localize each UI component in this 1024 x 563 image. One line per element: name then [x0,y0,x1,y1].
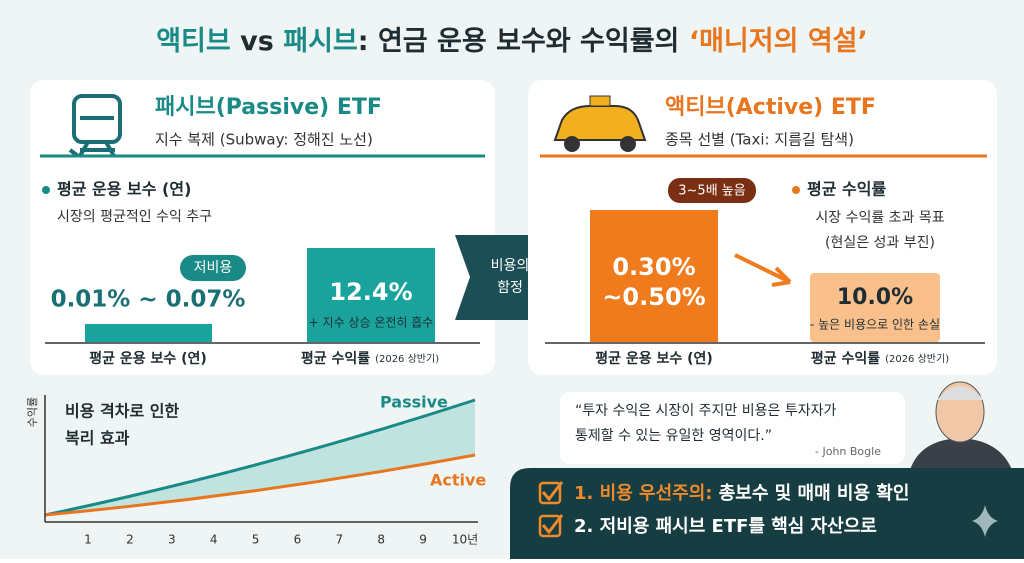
quote-bubble [560,392,905,464]
label-part: (2026 상반기) [885,353,949,365]
bullet [792,186,800,194]
x-ticks: 1 2 3 4 5 6 7 8 9 10년 [84,533,478,547]
title-part: 패시브 [283,26,358,57]
subway-icon [68,94,122,158]
title-part: vs [240,26,274,57]
fee-block [85,324,212,342]
taxi-icon [553,95,647,152]
checkmark [541,514,564,535]
return-value: 10.0% [837,285,913,310]
gap-area [45,400,475,515]
x-tick-label: 8 [377,533,385,547]
description: 시장 수익률 초과 목표 [815,210,944,226]
bullet-text: 평균 수익률 [807,180,886,199]
series-label: Passive [380,393,448,412]
active-curve [44,453,476,517]
checkbox [538,481,562,505]
check-item: 1. 비용 우선주의: 총보수 및 매매 비용 확인 [574,483,909,504]
down-arrow [734,253,792,287]
fee-value: 0.30% [612,253,695,281]
x-tick-label: 2 [126,533,134,547]
x-tick-label: 5 [252,533,260,547]
title-part: : 연금 운용 보수와 수익률의 [358,26,680,57]
badge-text: 3~5배 높음 [678,184,745,199]
bullet-text: 평균 운용 보수 (연) [57,180,191,199]
label-part: 평균 수익률 [811,350,880,367]
axis-label: 평균 운용 보수 (연) [595,350,713,367]
title-part: 액티브 [156,26,231,57]
fee-value: ~0.50% [602,283,705,311]
return-note: + 지수 상승 온전히 흡수 [309,316,434,330]
return-note: - 높은 비용으로 인한 손실 [810,318,940,332]
trap-text: 함정 [497,280,523,296]
checklist-panel [510,468,1024,559]
x-tick-label: 9 [419,533,427,547]
axis-label: 평균 수익률 (2026 상반기) [301,350,439,367]
title-part: ‘매니저의 역설’ [689,26,868,57]
badge [668,178,756,203]
x-tick-label: 6 [294,533,302,547]
check-text: 총보수 및 매매 비용 확인 [719,483,910,504]
description: 시장의 평균적인 수익 추구 [57,209,212,225]
card-subtitle: 종목 선별 (Taxi: 지름길 탐색) [665,131,854,149]
badge-text: 저비용 [194,260,233,276]
card-title: 패시브(Passive) ETF [155,95,382,120]
fee-block [590,210,718,342]
fee-value: 0.01% ~ 0.07% [51,287,246,313]
checkbox [538,514,562,538]
sparkle [972,505,998,537]
card-title: 액티브(Active) ETF [665,95,876,120]
check-lead: 1. 비용 우선주의: [574,483,712,504]
x-tick-label: 3 [168,533,176,547]
check-item: 2. 저비용 패시브 ETF를 핵심 자산으로 [574,516,877,537]
x-tick-label: 4 [210,533,218,547]
x-tick-label: 1 [84,533,92,547]
return-block [810,273,940,342]
page-title: 액티브 vs 패시브: 연금 운용 보수와 수익률의 ‘매니저의 역설’ [156,26,868,57]
trap-text: 비용의 [491,258,530,274]
quote-author: - John Bogle [815,445,881,458]
bullet [42,186,50,194]
x-tick-label: 7 [336,533,344,547]
y-label: 수익률 [26,397,39,427]
badge [180,255,246,281]
checkmark [541,481,564,502]
chart-title: 비용 격차로 인한 [65,402,179,421]
quote-text: “투자 수익은 시장이 주지만 비용은 투자자가 [575,403,836,419]
series-label: Active [430,471,486,490]
return-block [307,248,435,342]
passive-curve [44,398,476,517]
label-part: (2026 상반기) [375,353,439,365]
description: (현실은 성과 부진) [825,235,935,251]
x-tick-label: 10년 [452,533,478,547]
quote-text: 통제할 수 있는 유일한 영역이다.” [575,428,772,444]
portrait [910,381,1012,470]
axis-label: 평균 수익률 (2026 상반기) [811,350,949,367]
axis-label: 평균 운용 보수 (연) [89,350,207,367]
card-subtitle: 지수 복제 (Subway: 정해진 노선) [155,131,373,149]
return-value: 12.4% [329,278,412,306]
chart-title: 복리 효과 [65,429,130,448]
label-part: 평균 수익률 [301,350,370,367]
